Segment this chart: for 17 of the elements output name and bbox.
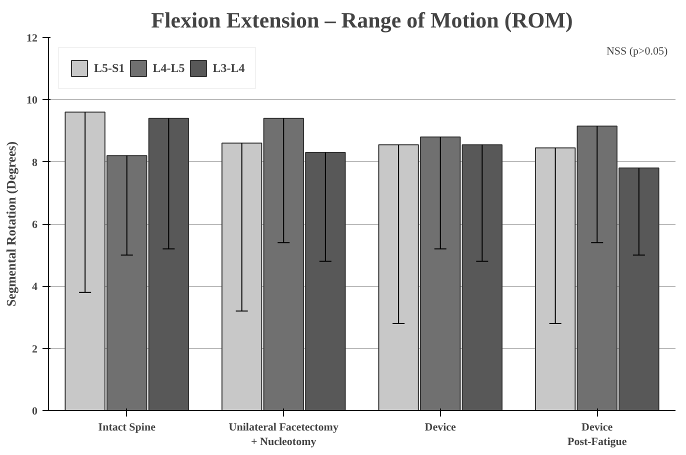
y-tick-label: 0 (32, 406, 38, 418)
y-tick-label: 4 (32, 281, 38, 294)
y-tick-label: 12 (26, 32, 38, 44)
y-tick-label: 10 (26, 94, 38, 107)
x-tick-label: Device (424, 422, 456, 434)
x-tick-label: Unilateral Facetectomy + Nucleotomy (228, 422, 339, 448)
annotation: NSS (p>0.05) (606, 46, 668, 58)
y-tick-label: 2 (32, 343, 38, 356)
y-axis-title: Segmental Rotation (Degrees) (4, 141, 18, 307)
chart-title: Flexion Extension – Range of Motion (ROM) (151, 8, 573, 32)
y-tick-label: 8 (32, 156, 38, 169)
y-tick-label: 6 (32, 219, 38, 231)
x-tick-label: Intact Spine (98, 422, 156, 434)
legend-label: L5-S1 (94, 60, 125, 76)
legend-label: L4-L5 (152, 60, 185, 76)
x-tick-label: Device Post-Fatigue (567, 422, 627, 448)
legend-label: L3-L4 (212, 60, 245, 76)
